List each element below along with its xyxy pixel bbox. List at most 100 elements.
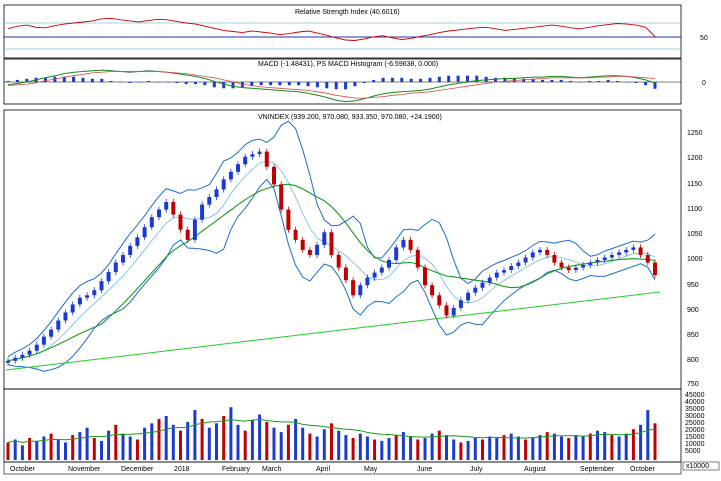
macd-histogram-bar [625,82,629,83]
candle-body [128,245,133,255]
volume-bar [610,435,614,460]
candle-body [415,249,420,268]
macd-histogram-bar [184,82,188,85]
candle-body [423,267,427,286]
volume-bar [373,439,377,460]
candle-body [77,297,82,305]
macd-histogram-bar [372,79,376,82]
volume-bar [538,435,542,460]
volume-bar [344,435,348,460]
x-axis [3,461,682,475]
volume-bar [509,433,513,460]
candle-body [573,267,578,271]
volume-bar [164,416,168,460]
macd-histogram-bar [578,82,582,83]
candle-body [92,290,97,296]
volume-bar [351,438,355,460]
volume-bar [531,438,535,460]
candle-body [113,262,118,273]
candle-body [257,151,262,155]
candle-body [149,217,154,228]
volume-bar [143,427,147,460]
bollinger-lower [7,178,656,372]
candle-body [315,244,320,255]
candle-body [631,247,636,250]
candle-body [272,166,276,185]
macd-histogram-bar [147,81,151,82]
volume-bar [330,423,333,460]
macd-histogram-bar [522,78,526,82]
macd-histogram-bar [644,82,648,86]
volume-bar [639,424,643,460]
volume-unit-box [682,461,720,471]
macd-histogram-bar [381,77,385,82]
candle-body [142,227,147,238]
candle-body [509,266,514,270]
volume-bar [265,421,269,460]
macd-panel [3,58,682,105]
candle-body [451,307,456,316]
volume-tick: 10000 [685,441,705,448]
candle-body [27,350,32,355]
candle-body [653,262,657,276]
macd-histogram-bar [390,77,394,82]
volume-bar [315,436,319,460]
macd-histogram-bar [494,77,498,82]
volume-bar [107,430,111,460]
volume-bar [445,435,448,460]
volume-bar [186,421,190,460]
candle-body [250,154,255,157]
moving-average-slow [7,183,656,362]
volume-bar [85,427,89,460]
macd-histogram-bar [128,82,132,83]
price-title: VNINDEX (939.200, 970.080, 933.350, 970.… [258,114,442,121]
macd-histogram-bar [400,77,404,82]
macd-histogram-bar [109,81,113,82]
volume-bar [121,433,125,460]
macd-histogram-bar [6,81,10,82]
candle-body [41,336,46,345]
volume-bar [502,435,506,460]
bollinger-upper [7,120,656,358]
candle-body [530,252,535,258]
macd-histogram-bar [531,78,535,82]
volume-bar [560,436,563,460]
volume-bar [207,427,211,460]
volume-bar [49,433,53,460]
rsi-series-line [7,17,656,41]
volume-bar [337,430,341,460]
macd-histogram-bar [466,75,469,82]
volume-bar [100,440,103,460]
volume-bar [6,442,10,460]
candle-body [293,229,298,240]
volume-bar [200,418,204,460]
macd-signal-line [7,71,656,99]
volume-bar [114,424,118,460]
candle-body [437,295,442,306]
candle-body [20,354,25,358]
volume-bar [646,410,650,460]
price-tick: 950 [687,282,699,289]
candle-body [365,277,370,286]
candle-body [56,320,61,330]
volume-bar [179,430,182,460]
macd-histogram-bar [437,76,441,83]
volume-bar [35,440,39,460]
macd-histogram-bar [306,82,310,87]
price-tick: 1200 [687,155,703,162]
volume-bar [380,440,384,460]
volume-bar [135,439,139,460]
x-label: February [222,466,251,473]
x-axis-labels: October November December 2018 February … [10,466,656,473]
volume-bar [524,439,528,460]
candle-body [617,252,622,255]
price-tick: 850 [687,332,699,339]
candle-body [13,357,18,361]
volume-bar [473,438,477,460]
candle-body [192,219,197,240]
candle-body [581,265,586,268]
macd-histogram-bar [72,76,76,83]
candlesticks [6,148,657,366]
